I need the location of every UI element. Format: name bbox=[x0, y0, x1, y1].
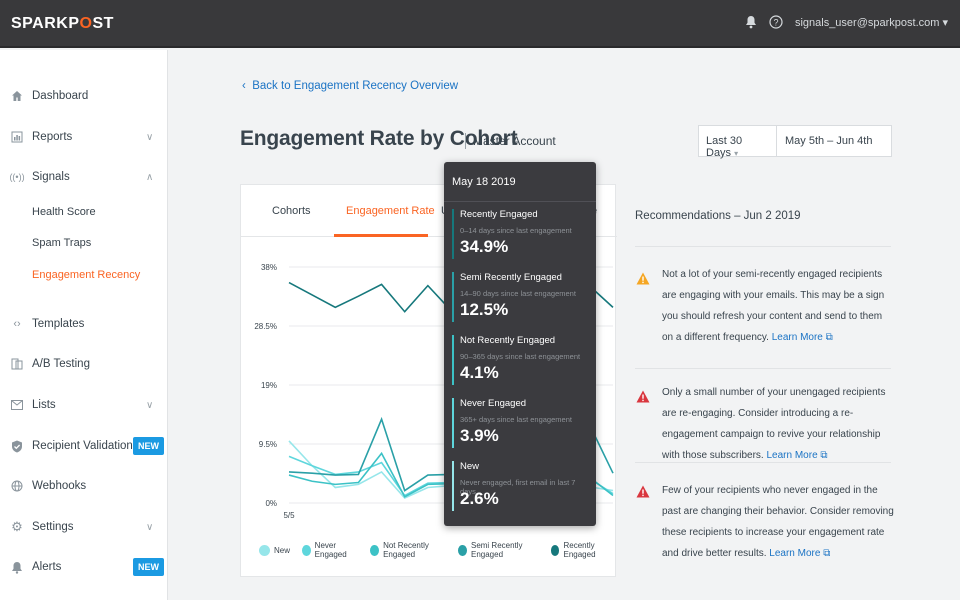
signals-icon: ((•)) bbox=[9, 172, 25, 182]
y-tick-label: 28.5% bbox=[254, 322, 277, 331]
sidebar-item-dashboard[interactable]: Dashboard bbox=[0, 81, 168, 111]
date-range-picker: Last 30 Days ▾ May 5th – Jun 4th bbox=[698, 125, 892, 159]
sidebar-item-ab-testing[interactable]: A/B Testing bbox=[0, 349, 168, 379]
learn-more-link[interactable]: Learn More ⧉ bbox=[766, 450, 828, 461]
legend-label: Recently Engaged bbox=[563, 541, 596, 559]
y-tick-label: 0% bbox=[265, 499, 277, 508]
legend-item[interactable]: Semi Recently Engaged bbox=[458, 541, 539, 559]
code-icon: ‹› bbox=[13, 318, 21, 330]
alert-bell-icon bbox=[10, 560, 24, 574]
y-tick-label: 9.5% bbox=[259, 440, 277, 449]
gear-icon: ⚙ bbox=[11, 519, 23, 534]
sidebar-subitem-spam-traps[interactable]: Spam Traps bbox=[32, 237, 92, 249]
date-range-input[interactable]: May 5th – Jun 4th bbox=[785, 135, 873, 147]
external-link-icon: ⧉ bbox=[820, 450, 828, 461]
tooltip-color-bar bbox=[452, 461, 454, 511]
legend-label: Not Recently Engaged bbox=[383, 541, 429, 559]
legend-item[interactable]: Never Engaged bbox=[302, 541, 358, 559]
home-icon bbox=[10, 89, 24, 103]
notifications-bell-icon[interactable] bbox=[745, 15, 757, 29]
active-tab-indicator bbox=[334, 234, 428, 237]
legend-label: Semi Recently Engaged bbox=[470, 541, 523, 559]
x-tick-label: 5/5 bbox=[283, 511, 295, 520]
learn-more-link[interactable]: Learn More ⧉ bbox=[769, 548, 831, 559]
page-title: Engagement Rate by Cohort bbox=[240, 127, 518, 150]
recommendation-2: Only a small number of your unengaged re… bbox=[662, 387, 886, 461]
sidebar-item-settings[interactable]: ⚙ Settings ∨ bbox=[11, 519, 154, 534]
chevron-down-icon: ∨ bbox=[146, 399, 154, 411]
reports-icon bbox=[10, 130, 24, 144]
legend-item[interactable]: Not Recently Engaged bbox=[370, 541, 446, 559]
tooltip-date: May 18 2019 bbox=[444, 162, 596, 202]
sidebar-item-signals[interactable]: ((•)) Signals ∧ bbox=[9, 171, 154, 183]
title-divider bbox=[465, 133, 466, 149]
new-badge: NEW bbox=[133, 558, 164, 576]
sparkpost-logo[interactable]: SPARKPOST bbox=[11, 15, 114, 32]
chevron-left-icon: ‹ bbox=[242, 80, 246, 92]
error-icon bbox=[636, 390, 650, 406]
chevron-down-icon: ▾ bbox=[942, 16, 948, 29]
back-link[interactable]: ‹ Back to Engagement Recency Overview bbox=[242, 80, 459, 92]
chevron-up-icon: ∧ bbox=[146, 171, 154, 183]
divider bbox=[635, 246, 891, 247]
chevron-down-icon: ▾ bbox=[734, 149, 739, 158]
user-menu[interactable]: signals_user@sparkpost.com ▾ bbox=[794, 16, 948, 29]
sidebar: Dashboard Reports ∨ ((•)) Signals ∧ Heal… bbox=[0, 50, 168, 600]
tooltip-color-bar bbox=[452, 335, 454, 385]
legend-swatch bbox=[302, 544, 311, 556]
tooltip-color-bar bbox=[452, 398, 454, 448]
chart-tooltip: May 18 2019 Recently Engaged 0–14 days s… bbox=[444, 162, 596, 526]
divider bbox=[635, 462, 891, 463]
chevron-down-icon: ∨ bbox=[146, 131, 154, 143]
legend-swatch bbox=[550, 544, 560, 556]
learn-more-link[interactable]: Learn More ⧉ bbox=[771, 332, 833, 343]
legend-swatch bbox=[458, 544, 467, 556]
legend-swatch bbox=[370, 544, 380, 556]
range-select[interactable]: Last 30 Days ▾ bbox=[699, 126, 777, 159]
globe-icon bbox=[10, 479, 24, 493]
recommendation-3: Few of your recipients who never engaged… bbox=[662, 485, 894, 559]
tab-engagement-rate[interactable]: Engagement Rate bbox=[346, 205, 435, 217]
error-icon bbox=[636, 485, 650, 501]
svg-text:?: ? bbox=[773, 18, 778, 28]
sidebar-item-webhooks[interactable]: Webhooks bbox=[0, 471, 168, 501]
tooltip-color-bar bbox=[452, 272, 454, 322]
sidebar-item-lists[interactable]: Lists ∨ bbox=[0, 390, 168, 420]
legend-item[interactable]: Recently Engaged bbox=[550, 541, 615, 559]
sidebar-subitem-engagement-recency[interactable]: Engagement Recency bbox=[32, 269, 141, 281]
sidebar-item-recipient-validation[interactable]: Recipient Validation NEW bbox=[0, 431, 168, 461]
divider bbox=[635, 368, 891, 369]
legend-label: New bbox=[274, 545, 291, 555]
account-name: Master Account bbox=[473, 134, 556, 148]
tooltip-color-bar bbox=[452, 209, 454, 259]
tab-cohorts[interactable]: Cohorts bbox=[272, 205, 311, 217]
chevron-down-icon: ∨ bbox=[146, 521, 154, 533]
new-badge: NEW bbox=[133, 437, 164, 455]
y-tick-label: 38% bbox=[261, 263, 277, 272]
sidebar-item-alerts[interactable]: Alerts NEW bbox=[0, 552, 168, 582]
chart-legend: New Never Engaged Not Recently Engaged Semi… bbox=[259, 541, 615, 559]
y-tick-label: 19% bbox=[261, 381, 277, 390]
legend-swatch bbox=[259, 544, 270, 556]
sidebar-item-reports[interactable]: Reports ∨ bbox=[0, 122, 168, 152]
legend-item[interactable]: New bbox=[259, 544, 291, 556]
sidebar-item-templates[interactable]: ‹› Templates bbox=[0, 309, 168, 339]
recommendation-1: Not a lot of your semi-recently engaged … bbox=[662, 269, 885, 343]
recommendations-title: Recommendations – Jun 2 2019 bbox=[635, 210, 801, 222]
legend-label: Never Engaged bbox=[314, 541, 347, 559]
warning-icon bbox=[636, 272, 650, 288]
external-link-icon: ⧉ bbox=[823, 548, 831, 559]
sidebar-subitem-health-score[interactable]: Health Score bbox=[32, 206, 96, 218]
ab-testing-icon bbox=[10, 357, 24, 371]
mail-icon bbox=[10, 398, 24, 412]
top-bar: SPARKPOST ? signals_user@sparkpost.com ▾ bbox=[0, 0, 960, 48]
external-link-icon: ⧉ bbox=[825, 332, 833, 343]
help-icon[interactable]: ? bbox=[769, 15, 783, 29]
shield-check-icon bbox=[10, 439, 24, 453]
